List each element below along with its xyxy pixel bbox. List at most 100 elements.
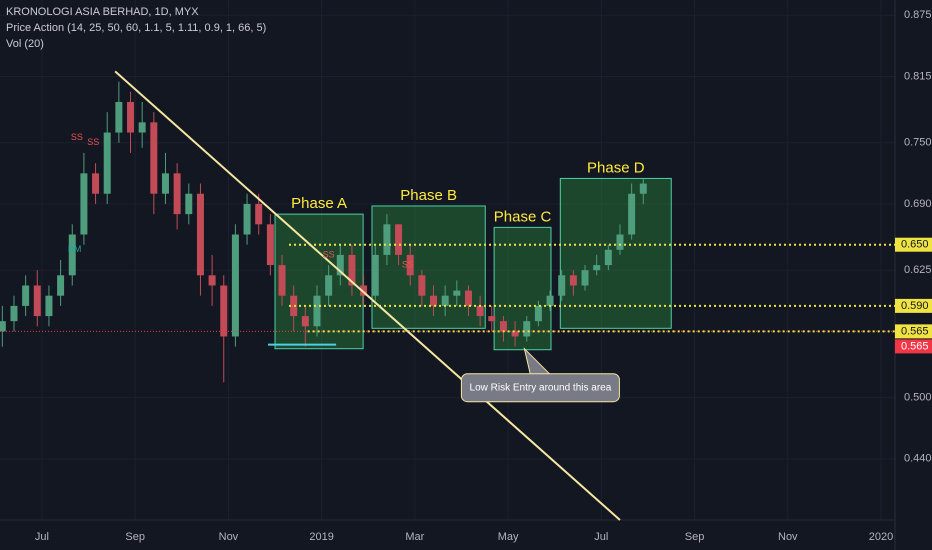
candle-body — [173, 173, 181, 215]
candle-body — [581, 270, 589, 286]
candle-body — [266, 224, 274, 266]
x-tick-label: Sep — [685, 531, 705, 543]
candle-body — [348, 254, 356, 286]
candle-body — [220, 285, 228, 337]
signal-marker: SS — [87, 137, 99, 147]
signal-marker: SS — [402, 259, 414, 269]
candle-body — [68, 234, 76, 276]
candle-body — [546, 295, 554, 306]
candle-body — [22, 285, 30, 306]
phase-label: Phase A — [291, 195, 347, 212]
phase-label: Phase C — [494, 208, 552, 225]
candle-body — [616, 234, 624, 250]
candle-body — [558, 275, 566, 296]
candle-body — [360, 285, 368, 296]
level-label: 0.590 — [901, 300, 929, 312]
signal-marker: BM — [68, 244, 82, 254]
chart-subtitle: Price Action (14, 25, 50, 60, 1.1, 5, 1.… — [6, 22, 267, 34]
y-tick-label: 0.440 — [904, 453, 932, 465]
candle-body — [628, 193, 636, 235]
candle-body — [593, 265, 601, 271]
candle-body — [278, 265, 286, 296]
x-tick-label: Jul — [594, 531, 608, 543]
x-tick-label: Nov — [778, 531, 798, 543]
callout-label: Low Risk Entry around this area — [470, 382, 612, 393]
y-tick-label: 0.625 — [904, 264, 932, 276]
candle-body — [476, 305, 484, 317]
candle-body — [371, 254, 379, 296]
candle-body — [430, 295, 438, 306]
candle-body — [453, 290, 461, 296]
candle-body — [313, 295, 321, 327]
y-tick-label: 0.750 — [904, 137, 932, 149]
candle-body — [103, 132, 111, 194]
candle-body — [45, 295, 53, 317]
candle-body — [80, 173, 88, 235]
signal-marker: SS — [71, 132, 83, 142]
candle-body — [196, 193, 204, 276]
x-tick-label: 2019 — [309, 531, 333, 543]
price-tag — [895, 339, 932, 354]
candle-body — [92, 173, 100, 194]
y-tick-label: 0.690 — [904, 198, 932, 210]
candle-body — [523, 321, 531, 337]
x-tick-label: Mar — [405, 531, 424, 543]
candle-body — [138, 122, 146, 133]
candle-body — [639, 183, 647, 194]
level-label: 0.650 — [901, 239, 929, 251]
x-tick-label: Sep — [125, 531, 145, 543]
candle-body — [418, 275, 426, 296]
y-tick-label: 0.875 — [904, 9, 932, 21]
x-tick-label: Jul — [35, 531, 49, 543]
candle-body — [243, 203, 251, 235]
candle-body — [569, 275, 577, 286]
signal-marker: SS — [323, 249, 335, 259]
candle-body — [231, 234, 239, 337]
candle-body — [161, 173, 169, 194]
candle-body — [185, 193, 193, 215]
candle-body — [208, 275, 216, 286]
level-tag — [895, 237, 932, 252]
phase-label: Phase B — [400, 187, 457, 204]
candle-body — [604, 249, 612, 266]
candle-body — [511, 331, 519, 337]
candle-body — [325, 275, 333, 296]
candle-body — [290, 295, 298, 317]
phase-box — [371, 205, 486, 329]
candle-body — [336, 254, 344, 276]
level-tag — [895, 298, 932, 313]
trendline — [114, 70, 621, 521]
candle-body — [301, 316, 309, 327]
level-label: 0.565 — [901, 325, 929, 337]
candle-body — [488, 316, 496, 322]
candle-body — [150, 122, 158, 194]
candle-body — [0, 321, 6, 332]
x-tick-label: 2020 — [869, 531, 893, 543]
candle-body — [383, 224, 391, 255]
phase-box — [559, 177, 672, 329]
candle-body — [534, 305, 542, 322]
candle-body — [406, 254, 414, 276]
candle-body — [464, 290, 472, 306]
phase-label: Phase D — [587, 159, 645, 176]
indicator-label: Vol (20) — [6, 38, 44, 50]
callout-box — [460, 373, 620, 403]
level-tag — [895, 324, 932, 339]
y-tick-label: 0.500 — [904, 392, 932, 404]
candle-body — [127, 101, 135, 133]
candle-body — [255, 203, 263, 225]
candle-body — [57, 275, 65, 296]
candle-body — [115, 101, 123, 133]
price-tag-label: 0.565 — [901, 340, 929, 352]
chart-title: KRONOLOGI ASIA BERHAD, 1D, MYX — [6, 6, 199, 18]
x-tick-label: Nov — [219, 531, 239, 543]
candle-body — [441, 295, 449, 306]
y-tick-label: 0.815 — [904, 70, 932, 82]
candle-body — [499, 321, 507, 332]
candle-body — [33, 285, 41, 317]
candle-body — [395, 224, 403, 255]
candle-body — [10, 305, 18, 322]
x-tick-label: May — [498, 531, 519, 543]
